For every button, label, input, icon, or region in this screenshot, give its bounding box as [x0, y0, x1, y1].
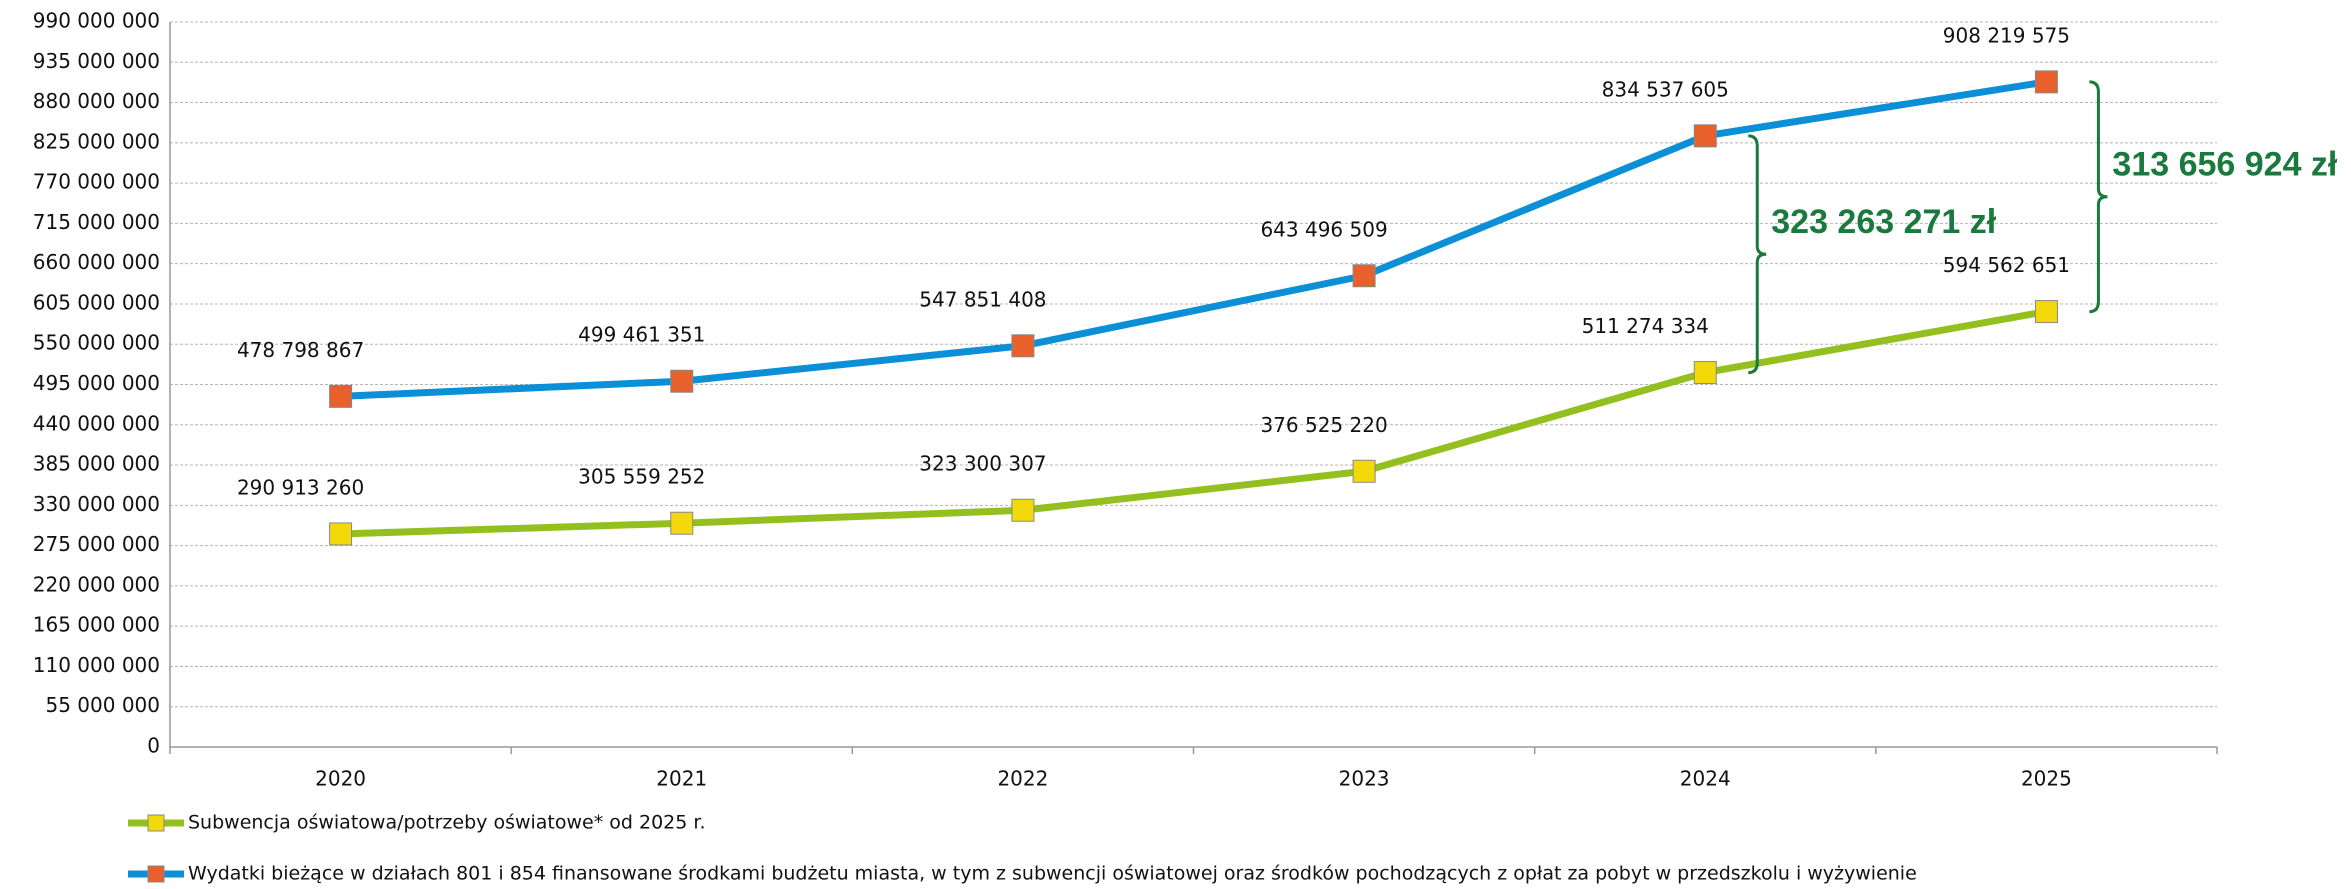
y-tick-label: 550 000 000: [33, 331, 160, 355]
data-label: 478 798 867: [237, 338, 364, 362]
data-label: 594 562 651: [1943, 253, 2070, 277]
y-tick-label: 440 000 000: [33, 411, 160, 435]
bracket: [2089, 82, 2107, 312]
x-tick-label: 2020: [315, 767, 366, 791]
chart: 0 55 000 000 110 000 000 165 000 000 220 000…: [0, 0, 2351, 889]
data-label: 511 274 334: [1582, 314, 1709, 338]
legend-marker: [148, 815, 164, 831]
x-tick-label: 2023: [1339, 767, 1390, 791]
data-label: 323 300 307: [919, 452, 1046, 476]
x-tick-label: 2024: [1680, 767, 1731, 791]
annotation: 313 656 924 zł: [2112, 146, 2338, 184]
y-tick-label: 660 000 000: [33, 250, 160, 274]
bracket: [1748, 136, 1766, 373]
y-tick-label: 330 000 000: [33, 492, 160, 516]
data-label: 834 537 605: [1602, 77, 1729, 101]
data-label: 376 525 220: [1260, 413, 1387, 437]
y-tick-label: 0: [147, 734, 160, 758]
y-tick-label: 275 000 000: [33, 532, 160, 556]
x-tick-label: 2022: [997, 767, 1048, 791]
point-marker: [2035, 301, 2057, 323]
annotation: 323 263 271 zł: [1771, 203, 1997, 241]
point-marker: [1353, 460, 1375, 482]
y-tick-label: 990 000 000: [33, 9, 160, 33]
point-marker: [1012, 335, 1034, 357]
y-tick-label: 880 000 000: [33, 89, 160, 113]
data-label: 499 461 351: [578, 323, 705, 347]
point-marker: [2035, 71, 2057, 93]
legend-marker: [148, 866, 164, 882]
point-marker: [330, 385, 352, 407]
data-label: 547 851 408: [919, 287, 1046, 311]
point-marker: [1694, 125, 1716, 147]
y-tick-label: 495 000 000: [33, 371, 160, 395]
point-marker: [1694, 362, 1716, 384]
x-tick-label: 2021: [656, 767, 707, 791]
data-label: 643 496 509: [1260, 217, 1387, 241]
y-tick-label: 385 000 000: [33, 452, 160, 476]
point-marker: [1012, 499, 1034, 521]
data-label: 290 913 260: [237, 475, 364, 499]
y-tick-label: 935 000 000: [33, 49, 160, 73]
data-label: 305 559 252: [578, 465, 705, 489]
legend-label: Subwencja oświatowa/potrzeby oświatowe* …: [188, 812, 706, 834]
point-marker: [671, 370, 693, 392]
y-tick-label: 55 000 000: [45, 693, 160, 717]
legend-label: Wydatki bieżące w działach 801 i 854 fin…: [188, 863, 1917, 885]
point-marker: [1353, 265, 1375, 287]
y-tick-label: 825 000 000: [33, 129, 160, 153]
y-tick-label: 110 000 000: [33, 653, 160, 677]
y-tick-label: 770 000 000: [33, 170, 160, 194]
y-tick-label: 605 000 000: [33, 290, 160, 314]
y-tick-label: 715 000 000: [33, 210, 160, 234]
point-marker: [671, 512, 693, 534]
x-tick-label: 2025: [2021, 767, 2072, 791]
point-marker: [330, 523, 352, 545]
y-tick-label: 165 000 000: [33, 613, 160, 637]
y-tick-label: 220 000 000: [33, 572, 160, 596]
data-label: 908 219 575: [1943, 23, 2070, 47]
